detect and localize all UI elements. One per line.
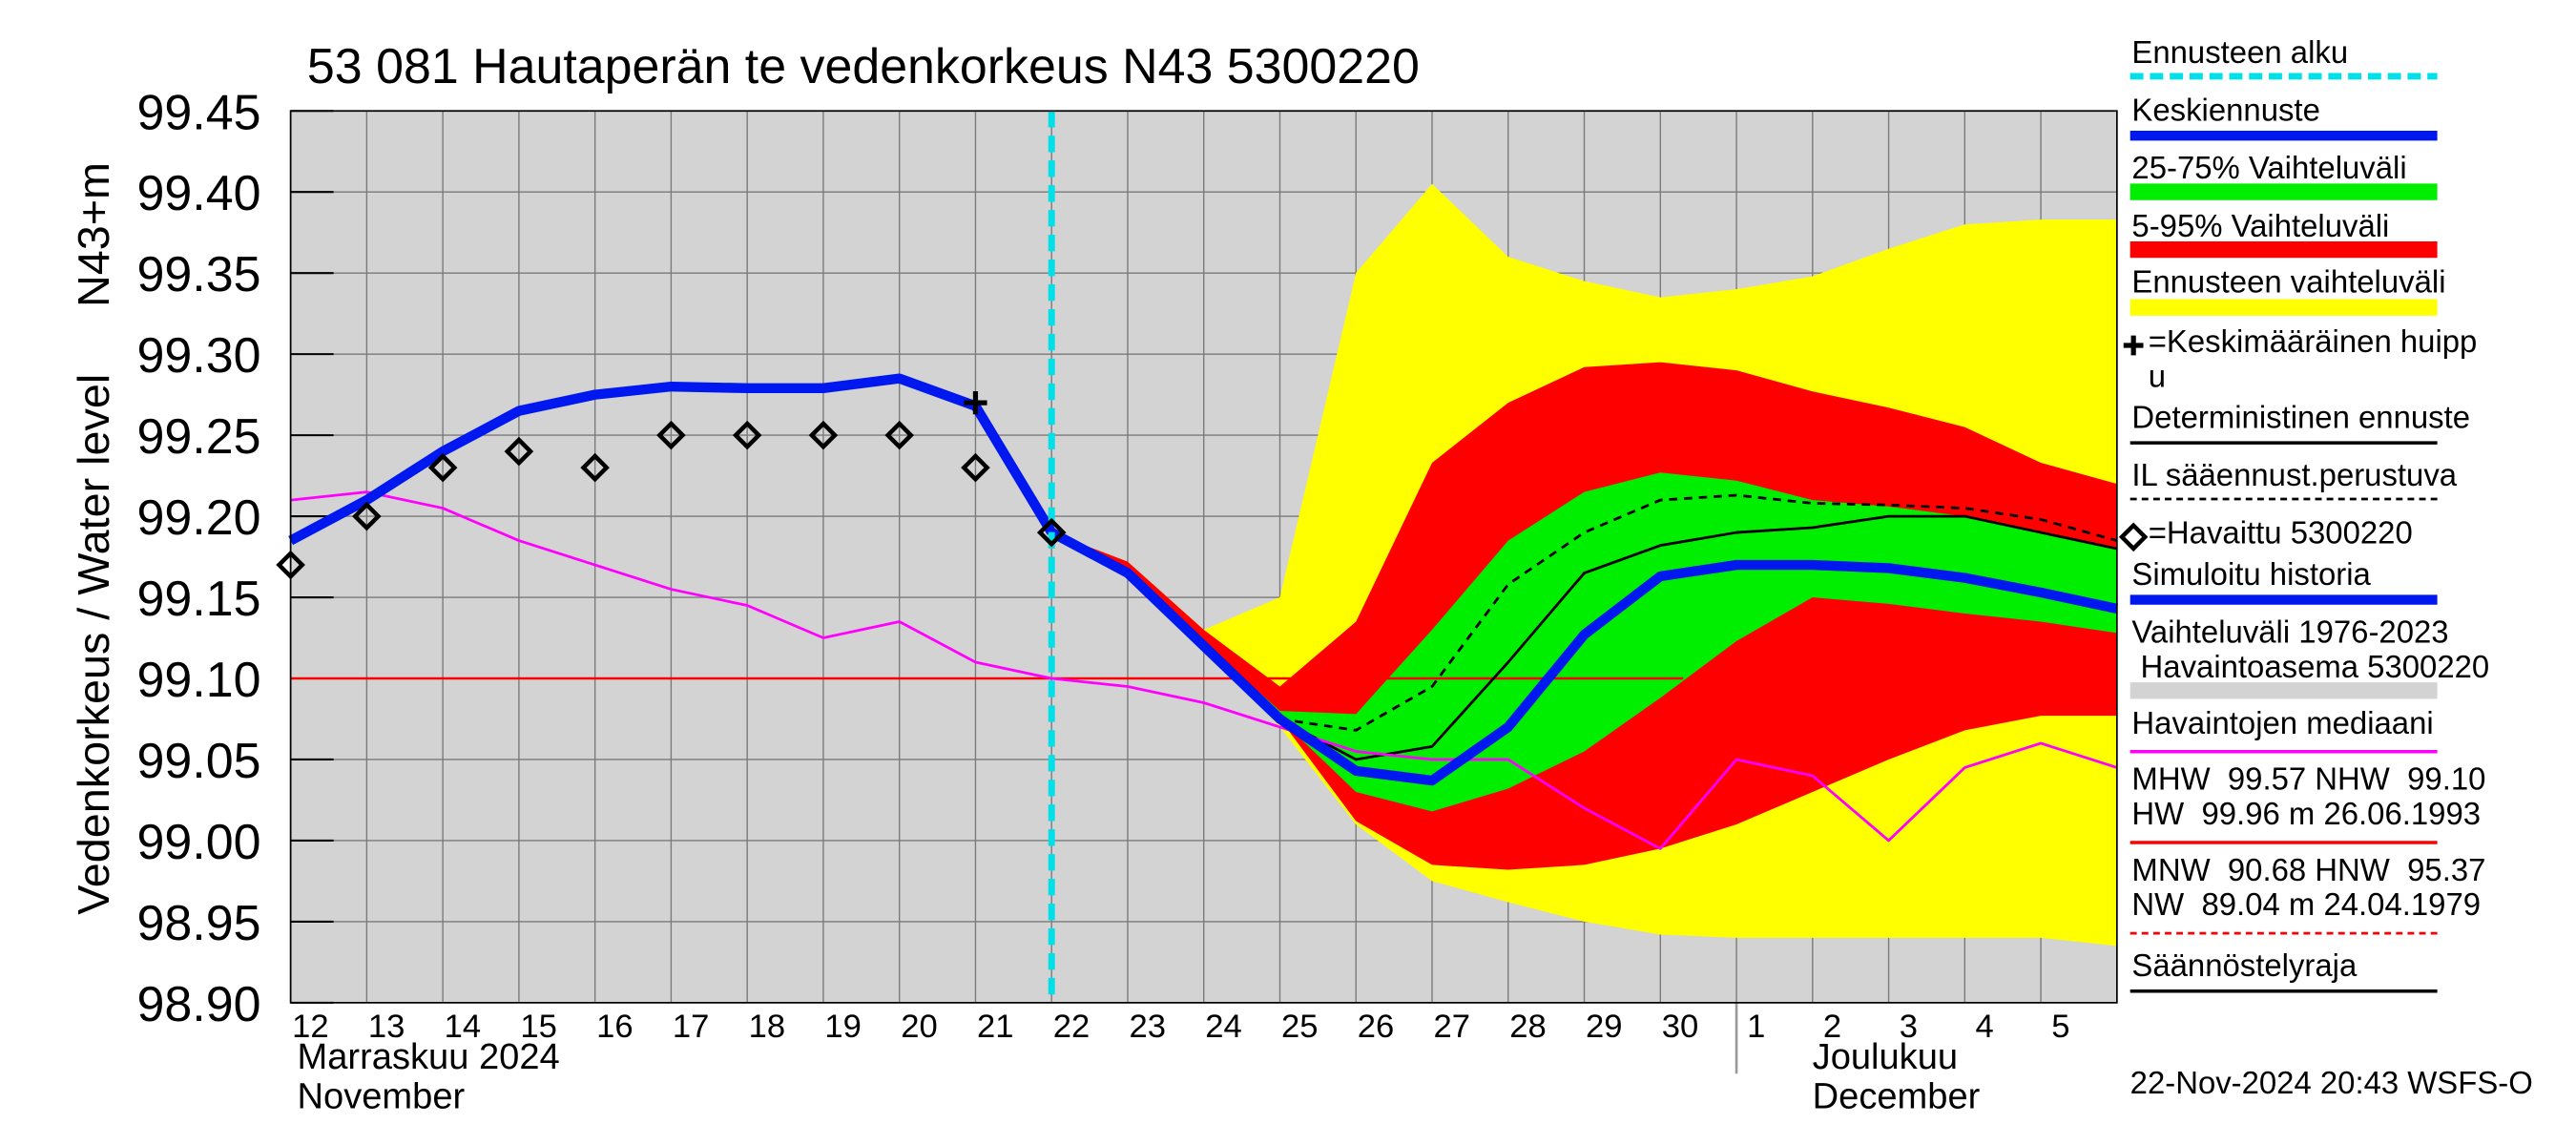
legend-box: =Keskimääräinen huipp u — [2148, 325, 2478, 395]
legend-label: Ennusteen vaihteluväli — [2131, 265, 2446, 302]
x-tick-label: 5 — [2051, 1009, 2069, 1045]
x-tick-label: 18 — [749, 1009, 786, 1045]
plot-frame — [289, 110, 2118, 1004]
legend-label: Ennusteen alku — [2131, 36, 2349, 72]
y-tick-label: 99.30 — [137, 328, 261, 384]
legend-marker — [2118, 522, 2149, 552]
month-label-box: Marraskuu 2024 November — [297, 1037, 560, 1117]
x-tick-label: 21 — [977, 1009, 1014, 1045]
x-tick-label: 24 — [1205, 1009, 1242, 1045]
y-tick-label: 99.15 — [137, 572, 261, 627]
y-tick-label: 99.40 — [137, 166, 261, 221]
series-line — [1049, 528, 2118, 786]
legend-box: Säännöstelyraja — [2131, 949, 2358, 985]
observed-marker — [808, 420, 839, 450]
month-label-box: Joulukuu December — [1812, 1037, 1981, 1117]
legend-label: MNW 90.68 HNW 95.37 NW 89.04 m 24.04.197… — [2131, 854, 2486, 924]
y-tick-label: 99.00 — [137, 815, 261, 870]
observed-marker — [732, 420, 762, 450]
x-tick-label: 13 — [368, 1009, 405, 1045]
x-tick-label: 4 — [1975, 1009, 1993, 1045]
x-tick-label: 3 — [1900, 1009, 1918, 1045]
x-tick-label: 1 — [1747, 1009, 1765, 1045]
legend-box: Vaihteluväli 1976-2023 Havaintoasema 530… — [2131, 615, 2490, 686]
observed-marker — [1036, 517, 1067, 548]
legend-box: Ennusteen vaihteluväli — [2131, 265, 2446, 302]
legend-label: 25-75% Vaihteluväli — [2131, 152, 2407, 187]
legend-label: IL sääennust.perustuva — [2131, 459, 2458, 494]
observed-marker — [884, 420, 914, 450]
x-tick-label: 14 — [445, 1009, 482, 1045]
legend-label: =Keskimääräinen huipp u — [2148, 325, 2478, 395]
legend-box: Havaintojen mediaani — [2131, 707, 2434, 742]
observed-marker — [427, 452, 458, 483]
x-tick-label: 16 — [596, 1009, 634, 1045]
y-tick-label: 98.95 — [137, 896, 261, 951]
month-label: Marraskuu 2024 November — [297, 1037, 560, 1117]
y-tick-label: 99.45 — [137, 85, 261, 140]
x-tick-label: 20 — [901, 1009, 938, 1045]
y-tick-label: 99.20 — [137, 490, 261, 546]
legend-label: Havaintojen mediaani — [2131, 707, 2434, 742]
x-tick-label: 27 — [1434, 1009, 1471, 1045]
legend-box: IL sääennust.perustuva — [2131, 459, 2458, 494]
legend-box: 25-75% Vaihteluväli — [2131, 152, 2407, 187]
legend-box: 5-95% Vaihteluväli — [2131, 210, 2390, 245]
peak-marker — [964, 391, 987, 415]
legend-label: 5-95% Vaihteluväli — [2131, 210, 2390, 245]
y-tick-label: 99.35 — [137, 247, 261, 302]
y-axis-label: Vedenkorkeus / Water level — [69, 374, 118, 915]
month-label: Joulukuu December — [1812, 1037, 1981, 1117]
legend-marker — [2123, 335, 2144, 356]
legend-box: Deterministinen ennuste — [2131, 401, 2471, 437]
legend-box: =Havaittu 5300220 — [2148, 517, 2413, 552]
x-tick-label: 12 — [292, 1009, 329, 1045]
y-tick-label: 99.10 — [137, 653, 261, 708]
legend-box: Ennusteen alku — [2131, 36, 2349, 72]
y-tick-label: 98.90 — [137, 977, 261, 1032]
legend-label: MHW 99.57 NHW 99.10 HW 99.96 m 26.06.199… — [2131, 762, 2486, 833]
timestamp: 22-Nov-2024 20:43 WSFS-O — [2130, 1065, 2533, 1100]
legend-label: Vaihteluväli 1976-2023 Havaintoasema 530… — [2131, 615, 2490, 686]
observed-marker — [961, 452, 990, 483]
x-tick-label: 23 — [1129, 1009, 1166, 1045]
x-tick-label: 17 — [673, 1009, 710, 1045]
x-tick-label: 30 — [1662, 1009, 1699, 1045]
legend-label: Deterministinen ennuste — [2131, 401, 2471, 437]
legend-label: Säännöstelyraja — [2131, 949, 2358, 985]
x-tick-label: 28 — [1509, 1009, 1547, 1045]
x-tick-label: 19 — [824, 1009, 862, 1045]
observed-marker — [580, 452, 610, 483]
legend-box: MHW 99.57 NHW 99.10 HW 99.96 m 26.06.199… — [2131, 762, 2486, 833]
legend-box: MNW 90.68 HNW 95.37 NW 89.04 m 24.04.197… — [2131, 854, 2486, 924]
x-tick-label: 2 — [1823, 1009, 1841, 1045]
y-tick-label: 99.05 — [137, 734, 261, 789]
series-line — [290, 490, 2118, 850]
series-line — [288, 373, 1056, 546]
x-tick-label: 25 — [1281, 1009, 1319, 1045]
observed-marker — [504, 436, 534, 467]
x-tick-label: 15 — [520, 1009, 557, 1045]
x-tick-label: 26 — [1358, 1009, 1395, 1045]
legend-label: Simuloitu historia — [2131, 558, 2371, 593]
legend-box: Simuloitu historia — [2131, 558, 2371, 593]
observed-marker — [352, 501, 382, 531]
y-tick-label: 99.25 — [137, 409, 261, 465]
x-tick-label: 22 — [1053, 1009, 1091, 1045]
legend-box: Keskiennuste — [2131, 94, 2320, 130]
observed-marker — [656, 420, 686, 450]
legend-label: Keskiennuste — [2131, 94, 2320, 130]
x-tick-label: 29 — [1586, 1009, 1623, 1045]
chart-title: 53 081 Hautaperän te vedenkorkeus N43 53… — [307, 39, 1420, 94]
y-axis-unit: N43+m — [69, 162, 118, 307]
legend-label: =Havaittu 5300220 — [2148, 517, 2413, 552]
